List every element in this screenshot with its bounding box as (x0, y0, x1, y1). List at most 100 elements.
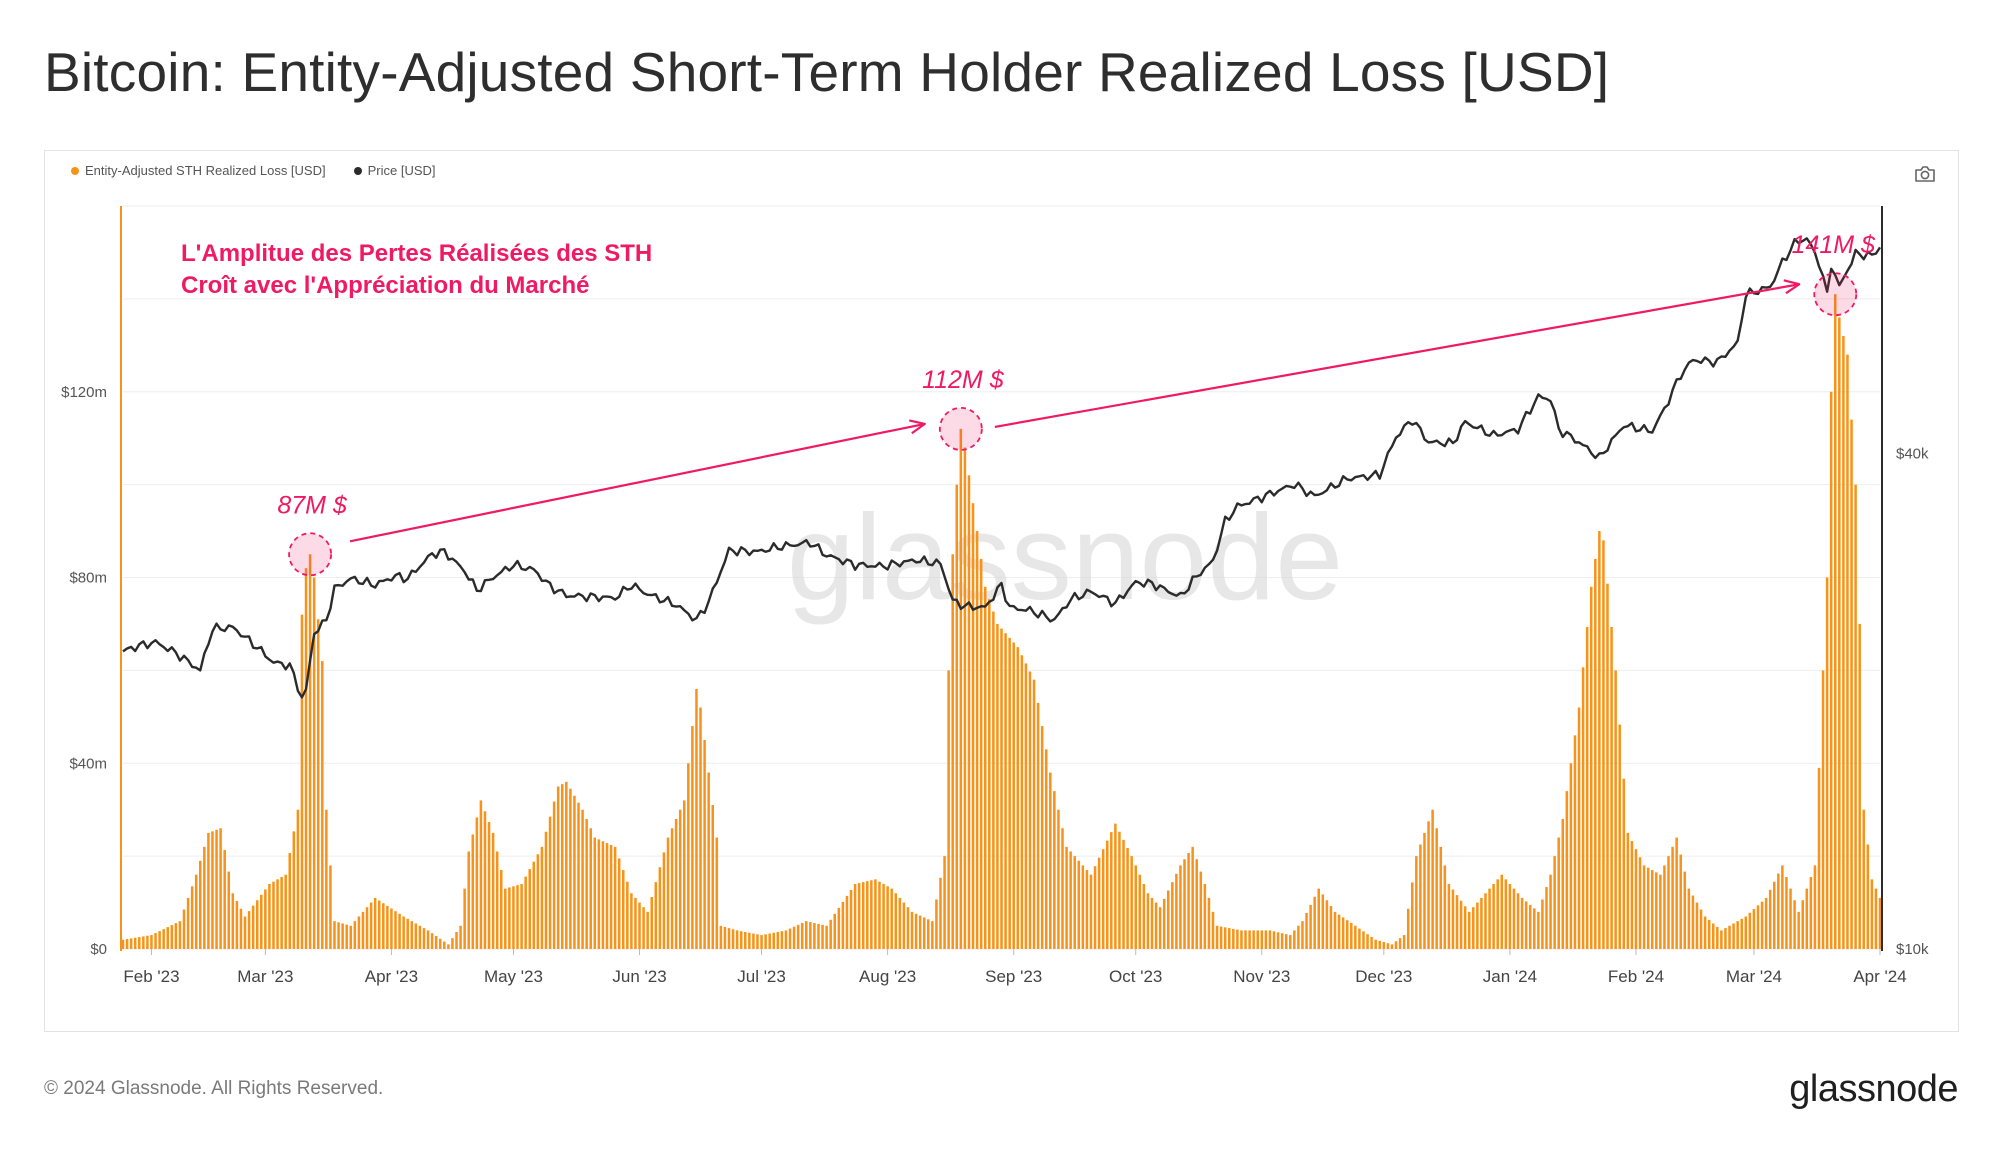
trend-arrow-head (1783, 279, 1801, 295)
loss-bar (723, 926, 727, 949)
loss-bar (1378, 940, 1382, 949)
loss-bar (1293, 930, 1296, 949)
loss-bar (499, 870, 503, 949)
loss-bar (1789, 888, 1792, 949)
loss-bar (1614, 670, 1617, 950)
x-tick-label: Aug '23 (859, 967, 916, 986)
peak-circle (1813, 272, 1858, 317)
loss-bar (1740, 918, 1743, 949)
loss-bar (975, 531, 979, 949)
loss-bar (1606, 583, 1609, 949)
legend-label-price: Price [USD] (367, 163, 436, 178)
loss-bar (939, 877, 942, 949)
loss-bar (983, 586, 987, 949)
loss-bar (654, 882, 658, 949)
x-tick-label: Jul '23 (737, 967, 786, 986)
loss-bar (268, 883, 271, 949)
loss-bar (1476, 902, 1479, 949)
loss-bar (1142, 883, 1146, 949)
loss-bar (1366, 934, 1369, 949)
loss-bar (711, 805, 714, 949)
loss-bar (1488, 888, 1491, 949)
loss-bar (1854, 484, 1857, 950)
loss-bar (1813, 865, 1817, 949)
loss-bar (1093, 866, 1097, 949)
loss-bar (809, 922, 812, 949)
footer-copyright: © 2024 Glassnode. All Rights Reserved. (44, 1078, 384, 1099)
loss-bar (1215, 925, 1219, 949)
headline-line-2: Croît avec l'Appréciation du Marché (181, 272, 589, 299)
right-axis-ticks: $10k $40k (1896, 446, 1929, 958)
loss-bar (1256, 930, 1259, 949)
loss-bar (768, 933, 771, 949)
loss-bar (1793, 900, 1796, 949)
loss-bar (1101, 849, 1105, 949)
loss-bar (162, 929, 165, 949)
loss-bar (951, 554, 954, 949)
camera-icon-svg (1915, 166, 1935, 182)
loss-bar (1626, 832, 1630, 949)
loss-bar (247, 911, 251, 949)
loss-bar (1537, 911, 1540, 949)
loss-bar (1146, 893, 1150, 949)
loss-bar (365, 907, 369, 949)
camera-icon[interactable] (1914, 165, 1936, 183)
loss-bar (1207, 897, 1211, 949)
legend-label-loss: Entity-Adjusted STH Realized Loss [USD] (85, 163, 326, 178)
loss-bar (1724, 928, 1727, 949)
loss-bar (1760, 901, 1764, 949)
loss-bar (1451, 889, 1455, 949)
peak-label: 87M $ (277, 491, 348, 519)
loss-bar (617, 858, 621, 949)
loss-bar (1341, 917, 1345, 949)
loss-bar (125, 939, 129, 949)
loss-bar (451, 938, 454, 949)
loss-bar (861, 882, 865, 949)
annotations: L'Amplitue des Pertes Réalisées des STH … (181, 231, 1876, 577)
loss-bar (227, 871, 231, 949)
loss-bar (1524, 901, 1528, 949)
loss-bar (943, 856, 946, 950)
loss-bar (1040, 726, 1044, 949)
loss-bar (215, 829, 218, 949)
loss-bar (357, 916, 361, 949)
loss-bar (886, 886, 889, 949)
loss-bar (1183, 859, 1186, 949)
loss-bar (1370, 936, 1373, 949)
loss-bar (1455, 895, 1459, 949)
loss-bar (1329, 906, 1333, 949)
loss-bar (1179, 865, 1182, 949)
loss-bar (1057, 809, 1060, 949)
loss-bar (719, 925, 723, 949)
loss-bar (1358, 928, 1361, 949)
loss-bar (1362, 931, 1365, 949)
trend-arrow-head (908, 419, 926, 435)
loss-bar (1077, 860, 1081, 949)
x-tick-label: Jun '23 (612, 967, 666, 986)
loss-bar (1716, 926, 1719, 949)
loss-bar (1585, 627, 1589, 949)
loss-bar (780, 931, 784, 949)
loss-bar (1695, 902, 1699, 949)
loss-bar (1797, 911, 1800, 949)
loss-bar (1874, 888, 1878, 949)
loss-bar (695, 688, 698, 949)
loss-bar (520, 883, 523, 949)
loss-bar (727, 928, 731, 949)
loss-bar (1382, 942, 1386, 949)
loss-bar (878, 881, 881, 949)
loss-bar (276, 879, 279, 949)
y-left-tick-label: $80m (69, 570, 107, 587)
loss-bar (280, 877, 283, 949)
legend-item-loss[interactable]: Entity-Adjusted STH Realized Loss [USD] (71, 163, 326, 178)
loss-bar (906, 907, 910, 949)
loss-bar (1496, 879, 1499, 949)
loss-bar (967, 475, 971, 949)
loss-bar (1073, 856, 1076, 950)
legend-item-price[interactable]: Price [USD] (353, 163, 436, 178)
peak-label: 141M $ (1792, 231, 1876, 259)
loss-bar (1345, 920, 1349, 949)
loss-bar (870, 880, 873, 949)
loss-bar (1150, 897, 1154, 949)
loss-bar (438, 938, 442, 949)
